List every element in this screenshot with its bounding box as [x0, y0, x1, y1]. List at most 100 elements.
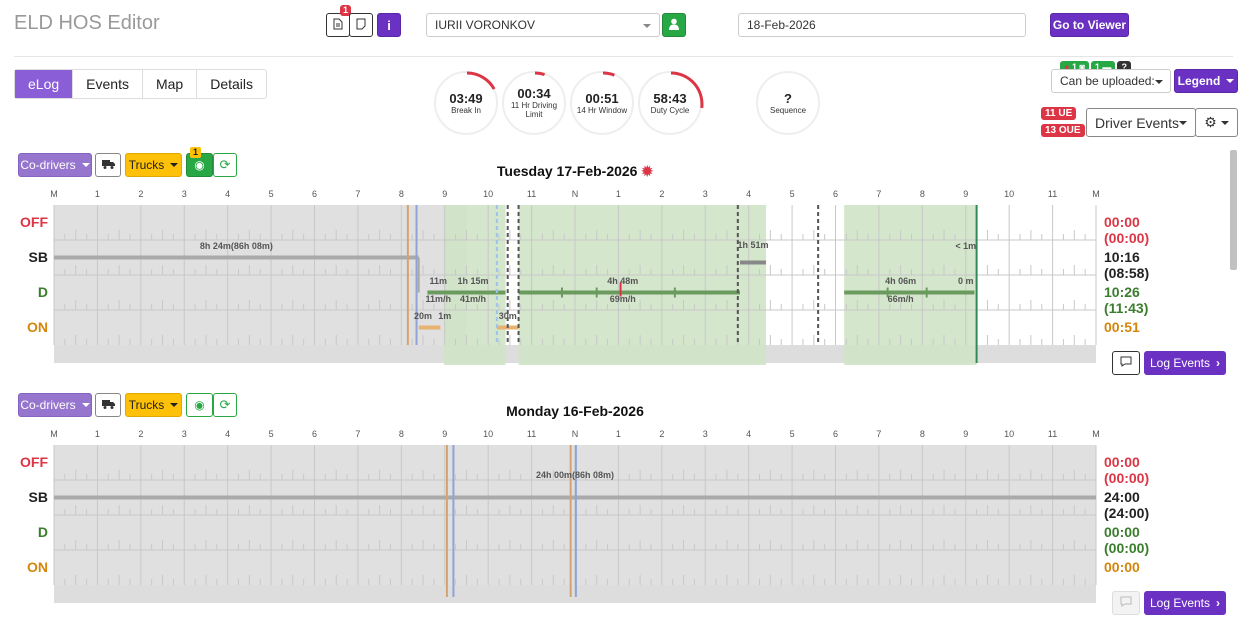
tab-details[interactable]: Details	[210, 76, 253, 92]
hour-label: M	[50, 429, 58, 439]
hos-grid[interactable]	[53, 205, 1097, 365]
status-label-off: OFF	[20, 454, 48, 470]
total-off: 00:00 (00:00)	[1104, 454, 1150, 486]
hour-label: 1	[615, 429, 621, 439]
oue-badge[interactable]: 13 OUE	[1041, 124, 1085, 137]
hour-label: 4	[746, 189, 752, 199]
trucks-button[interactable]: Trucks	[125, 153, 182, 177]
gauge-break-in: 03:49 Break In	[434, 71, 498, 135]
status-label-off: OFF	[20, 214, 48, 230]
hour-label: M	[1092, 189, 1100, 199]
hour-label: M	[50, 189, 58, 199]
scrollbar-thumb[interactable]	[1230, 150, 1237, 270]
hour-label: 4	[225, 429, 231, 439]
driver-select[interactable]: IURII VORONKOV	[426, 13, 660, 37]
hour-label: 4	[225, 189, 231, 199]
hour-label: 7	[355, 429, 361, 439]
hour-label: 9	[442, 429, 448, 439]
duration-label: 0 m	[957, 276, 974, 286]
hour-label: 6	[311, 189, 318, 199]
duration-label: 11m	[429, 276, 447, 286]
log-events-button[interactable]: Log Events ›	[1144, 351, 1226, 375]
truck-button[interactable]	[95, 393, 121, 417]
comment-button[interactable]	[1112, 351, 1140, 375]
trucks-label: Trucks	[128, 398, 165, 412]
hour-label: 9	[963, 429, 969, 439]
info-icon: i	[387, 17, 391, 33]
chevron-down-icon	[643, 24, 651, 28]
co-drivers-label: Co-drivers	[20, 158, 76, 172]
on-duration-label: 1m	[438, 311, 452, 321]
duration-label: 1h 15m	[457, 276, 489, 286]
hour-label: 3	[702, 429, 708, 439]
document-button[interactable]	[326, 13, 350, 37]
upload-select[interactable]: Can be uploaded:	[1051, 69, 1171, 93]
hour-label: M	[1092, 429, 1100, 439]
hour-label: 2	[138, 429, 144, 439]
trucks-label: Trucks	[128, 158, 165, 172]
driver-profile-button[interactable]	[662, 13, 686, 37]
sb-duration-label: 1h 51m	[737, 240, 769, 250]
comment-icon	[1120, 354, 1132, 372]
violation-icon: ✹	[641, 163, 654, 179]
day-title: Monday 16-Feb-2026	[506, 403, 644, 419]
date-input[interactable]: 18-Feb-2026	[738, 13, 1026, 37]
speed-label: 66m/h	[887, 294, 914, 304]
truck-icon	[101, 158, 115, 172]
note-icon	[356, 18, 366, 33]
hour-label: 8	[398, 189, 404, 199]
upload-label: Can be uploaded:	[1060, 74, 1155, 88]
hour-label: 2	[659, 189, 665, 199]
total-sb: 10:16 (08:58)	[1104, 249, 1150, 281]
view-tabs: eLog Events Map Details	[14, 69, 267, 99]
co-drivers-button[interactable]: Co-drivers	[18, 153, 92, 177]
settings-button[interactable]: ⚙	[1195, 108, 1238, 137]
gauge-label: 14 Hr Window	[576, 105, 628, 115]
gauge-label: Sequence	[769, 105, 807, 115]
legend-button[interactable]: Legend	[1174, 69, 1238, 93]
total-on: 00:51	[1104, 319, 1140, 335]
tab-map[interactable]: Map	[143, 70, 198, 98]
chevron-down-icon	[170, 163, 179, 167]
on-duration-label: 30m	[498, 311, 517, 321]
chevron-down-icon	[1179, 121, 1187, 125]
hour-label: 5	[268, 189, 274, 199]
tab-elog[interactable]: eLog	[15, 70, 74, 98]
hour-label: N	[571, 189, 579, 199]
hour-label: 5	[268, 429, 274, 439]
hour-label: 7	[876, 189, 882, 199]
hour-label: 9	[442, 189, 448, 199]
refresh-button[interactable]: ⟳	[213, 393, 237, 417]
info-button[interactable]: i	[377, 13, 401, 37]
hour-label: 8	[919, 429, 925, 439]
driver-events-select[interactable]: Driver Events	[1086, 108, 1196, 137]
hour-label: 5	[789, 429, 795, 439]
legend-label: Legend	[1177, 74, 1221, 88]
tab-events[interactable]: Events	[73, 70, 143, 98]
vehicle-button[interactable]: ◉	[186, 393, 213, 417]
gears-icon: ⚙	[1204, 114, 1217, 130]
ue-badge[interactable]: 11 UE	[1041, 107, 1077, 120]
comment-button[interactable]	[1112, 591, 1140, 615]
trucks-button[interactable]: Trucks	[125, 393, 182, 417]
android-icon: ◉	[194, 398, 205, 412]
note-button[interactable]	[349, 13, 373, 37]
sb-duration-label: < 1m	[955, 241, 977, 251]
log-events-button[interactable]: Log Events ›	[1144, 591, 1226, 615]
android-icon: ◉	[194, 158, 205, 172]
gauge-time: 03:49	[449, 90, 483, 106]
total-d: 10:26 (11:43)	[1104, 284, 1149, 316]
status-label-on: ON	[27, 319, 48, 335]
document-icon	[333, 18, 343, 33]
hour-label: 8	[398, 429, 404, 439]
truck-button[interactable]	[95, 153, 121, 177]
hour-label: 9	[963, 189, 969, 199]
hos-grid[interactable]	[53, 445, 1097, 597]
total-sb: 24:00 (24:00)	[1104, 489, 1150, 521]
driver-events-label: Driver Events	[1095, 114, 1180, 131]
go-to-viewer-button[interactable]: Go to Viewer	[1050, 13, 1129, 37]
gauge-label: Break In	[451, 105, 481, 115]
co-drivers-button[interactable]: Co-drivers	[18, 393, 92, 417]
chevron-down-icon	[81, 163, 90, 167]
refresh-button[interactable]: ⟳	[213, 153, 237, 177]
